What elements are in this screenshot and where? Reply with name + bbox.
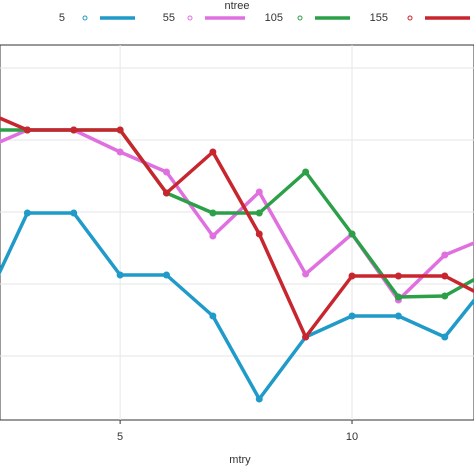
- point: [255, 188, 263, 196]
- point: [441, 333, 449, 341]
- plot-area: [0, 45, 474, 420]
- point: [441, 272, 449, 280]
- series-line: [0, 211, 474, 401]
- point: [209, 232, 217, 240]
- legend-label: 5: [59, 12, 65, 24]
- point: [163, 168, 171, 176]
- legend-marker: [187, 15, 193, 21]
- point: [394, 293, 402, 301]
- legend-label: 105: [265, 12, 283, 24]
- point: [302, 333, 310, 341]
- x-tick-label: 10: [346, 431, 358, 443]
- legend-title: ntree: [224, 0, 249, 12]
- point: [255, 209, 263, 217]
- point: [302, 270, 310, 278]
- point: [255, 395, 263, 403]
- point: [441, 292, 449, 300]
- x-tick-label: 5: [117, 431, 123, 443]
- point: [302, 168, 310, 176]
- point: [394, 312, 402, 320]
- point: [348, 312, 356, 320]
- legend-marker: [82, 15, 88, 21]
- legend-marker: [407, 15, 413, 21]
- plot-panel: [0, 44, 474, 421]
- legend-marker: [297, 15, 303, 21]
- point: [116, 148, 124, 156]
- point: [23, 126, 31, 134]
- point: [116, 126, 124, 134]
- point: [163, 271, 171, 279]
- point: [441, 251, 449, 259]
- point: [394, 272, 402, 280]
- point: [209, 312, 217, 320]
- series-line: [0, 116, 474, 339]
- point: [348, 230, 356, 238]
- point: [163, 189, 171, 197]
- legend-label: 155: [370, 12, 388, 24]
- point: [348, 272, 356, 280]
- point: [209, 148, 217, 156]
- point: [209, 209, 217, 217]
- legend-label: 55: [163, 12, 175, 24]
- point: [255, 230, 263, 238]
- point: [23, 209, 31, 217]
- point: [70, 209, 78, 217]
- point: [70, 126, 78, 134]
- x-axis-label: mtry: [229, 454, 251, 466]
- point: [116, 271, 124, 279]
